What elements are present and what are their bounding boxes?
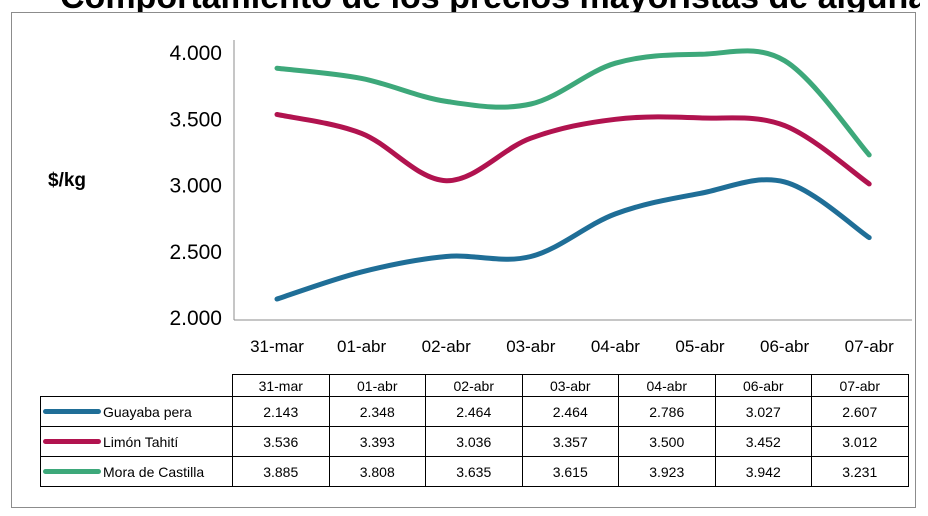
y-tick-label: 3.500 — [169, 108, 222, 131]
x-tick-label: 02-abr — [422, 337, 471, 356]
table-cell: 3.452 — [714, 426, 812, 457]
x-tick-label: 31-mar — [250, 337, 304, 356]
table-cell: 2.786 — [618, 396, 716, 427]
table-cell: 2.348 — [328, 396, 426, 427]
x-tick-label: 03-abr — [506, 337, 555, 356]
legend-key — [43, 469, 101, 475]
table-cell: 3.357 — [521, 426, 619, 457]
table-cell: 3.036 — [425, 426, 523, 457]
data-table: 31-mar 01-abr 02-abr 03-abr 04-abr 06-abr 07-a… — [40, 374, 909, 487]
table-header-cell: 04-abr — [618, 374, 716, 397]
legend-entry: Guayaba pera — [40, 396, 233, 427]
table-row: Limón Tahití 3.536 3.393 3.036 3.357 3.500 3.4… — [40, 426, 909, 457]
table-header-cell: 02-abr — [425, 374, 523, 397]
y-axis-label: $/kg — [48, 170, 87, 191]
table-header-cell: 03-abr — [521, 374, 619, 397]
x-tick-label: 01-abr — [337, 337, 386, 356]
table-cell: 3.942 — [714, 456, 812, 487]
table-corner — [41, 375, 233, 397]
y-tick-label: 4.000 — [169, 42, 222, 65]
table-cell: 3.808 — [328, 456, 426, 487]
x-tick-label: 07-abr — [845, 337, 894, 356]
table-cell: 3.393 — [328, 426, 426, 457]
series-line-1 — [274, 177, 872, 302]
table-cell: 3.536 — [232, 426, 330, 457]
legend-label: Mora de Castilla — [103, 463, 205, 480]
chart-title: Comportamiento de los precios mayoristas… — [60, 0, 920, 12]
table-header-cell: 01-abr — [328, 374, 426, 397]
legend-entry: Limón Tahití — [40, 426, 233, 457]
y-tick-label: 2.500 — [169, 241, 222, 264]
x-tick-label: 05-abr — [675, 337, 724, 356]
table-cell: 3.231 — [811, 456, 909, 487]
table-cell: 3.885 — [232, 456, 330, 487]
table-cell: 2.143 — [232, 396, 330, 427]
table-header-cell: 31-mar — [232, 374, 330, 397]
series-line-3 — [274, 48, 872, 158]
legend-key — [43, 409, 101, 415]
legend-label: Guayaba pera — [103, 403, 192, 420]
table-header-row: 31-mar 01-abr 02-abr 03-abr 04-abr 06-abr 07-a… — [41, 374, 909, 397]
table-cell: 2.607 — [811, 396, 909, 427]
x-tick-label: 04-abr — [591, 337, 640, 356]
chart-frame — [11, 12, 916, 508]
table-cell: 3.635 — [425, 456, 523, 487]
table-cell: 2.464 — [425, 396, 523, 427]
table-header-cell: 07-abr — [811, 374, 909, 397]
x-tick-label: 06-abr — [760, 337, 809, 356]
legend-key — [43, 439, 101, 445]
legend-label: Limón Tahití — [103, 433, 179, 450]
table-row: Guayaba pera 2.143 2.348 2.464 2.464 2.786 3.0… — [40, 396, 909, 427]
y-tick-label: 2.000 — [169, 307, 222, 330]
table-row: Mora de Castilla 3.885 3.808 3.635 3.615 3.92… — [40, 456, 909, 487]
table-cell: 3.615 — [521, 456, 619, 487]
series-line-2 — [274, 111, 872, 187]
table-header-cell: 06-abr — [714, 374, 812, 397]
table-cell: 2.464 — [521, 396, 619, 427]
table-cell: 3.027 — [714, 396, 812, 427]
table-cell: 3.500 — [618, 426, 716, 457]
table-cell: 3.923 — [618, 456, 716, 487]
legend-entry: Mora de Castilla — [40, 456, 233, 487]
table-cell: 3.012 — [811, 426, 909, 457]
y-tick-label: 3.000 — [169, 175, 222, 198]
